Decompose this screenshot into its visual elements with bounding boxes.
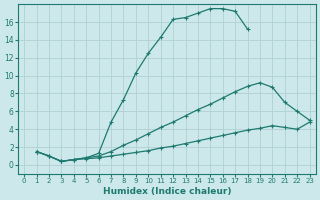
X-axis label: Humidex (Indice chaleur): Humidex (Indice chaleur) <box>103 187 231 196</box>
